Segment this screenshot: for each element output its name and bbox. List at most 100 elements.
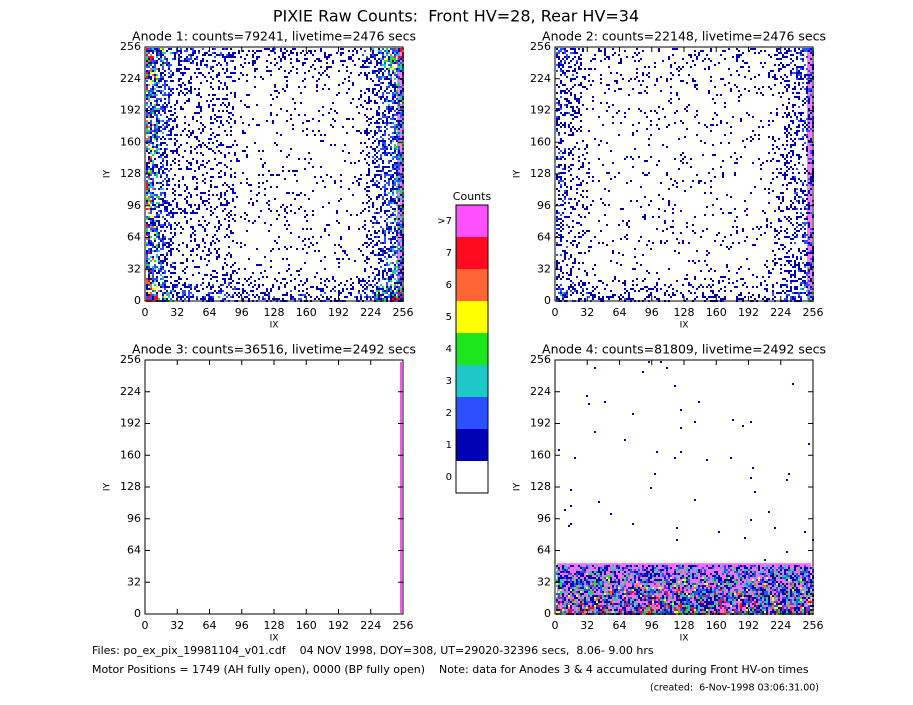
x-tick-label: 192 bbox=[738, 619, 759, 632]
y-tick-label: 64 bbox=[537, 231, 551, 244]
y-tick-label: 0 bbox=[544, 294, 551, 307]
x-tick-label: 64 bbox=[203, 306, 217, 319]
colorbar-label: 3 bbox=[446, 376, 452, 387]
colorbar-frame bbox=[455, 204, 489, 494]
y-tick-label: 32 bbox=[127, 575, 141, 588]
y-tick-label: 256 bbox=[120, 353, 141, 366]
x-tick-label: 64 bbox=[613, 306, 627, 319]
y-tick-label: 64 bbox=[537, 544, 551, 557]
panel-title: Anode 1: counts=79241, livetime=2476 sec… bbox=[132, 29, 416, 44]
x-tick-label: 160 bbox=[706, 619, 727, 632]
x-tick-label: 128 bbox=[264, 306, 285, 319]
y-tick-label: 192 bbox=[530, 104, 551, 117]
x-tick-label: 96 bbox=[645, 619, 659, 632]
y-tick-label: 224 bbox=[120, 385, 141, 398]
x-tick-label: 0 bbox=[552, 619, 559, 632]
texture bbox=[556, 48, 814, 302]
x-tick-label: 256 bbox=[393, 306, 414, 319]
colorbar-segment bbox=[456, 269, 488, 301]
y-tick-label: 96 bbox=[127, 512, 141, 525]
y-tick-label: 256 bbox=[530, 353, 551, 366]
texture bbox=[556, 567, 812, 615]
y-tick-label: 64 bbox=[127, 544, 141, 557]
texture bbox=[556, 565, 814, 615]
colorbar-label: 1 bbox=[446, 440, 452, 451]
x-tick-label: 224 bbox=[360, 619, 381, 632]
colorbar-label: 0 bbox=[446, 472, 452, 483]
y-tick-label: 160 bbox=[530, 135, 551, 148]
y-axis-label: IY bbox=[513, 482, 523, 491]
x-tick-label: 128 bbox=[674, 306, 695, 319]
y-tick-label: 96 bbox=[127, 199, 141, 212]
panel-title: Anode 3: counts=36516, livetime=2492 sec… bbox=[132, 342, 416, 357]
colorbar-label: 6 bbox=[446, 280, 452, 291]
colorbar-label: >7 bbox=[437, 216, 452, 227]
x-tick-label: 160 bbox=[706, 306, 727, 319]
y-tick-label: 0 bbox=[134, 294, 141, 307]
x-tick-label: 96 bbox=[235, 306, 249, 319]
x-tick-label: 64 bbox=[203, 619, 217, 632]
y-tick-label: 160 bbox=[120, 135, 141, 148]
y-tick-label: 128 bbox=[120, 480, 141, 493]
x-tick-label: 32 bbox=[580, 306, 594, 319]
colorbar-segment bbox=[456, 397, 488, 429]
y-tick-label: 192 bbox=[530, 417, 551, 430]
y-tick-label: 256 bbox=[120, 40, 141, 53]
x-tick-label: 192 bbox=[328, 306, 349, 319]
colorbar-segment bbox=[456, 429, 488, 461]
x-axis-label: IX bbox=[680, 321, 689, 331]
colorbar-segment bbox=[456, 461, 488, 493]
y-tick-label: 64 bbox=[127, 231, 141, 244]
colorbar-label: 7 bbox=[446, 248, 452, 259]
x-tick-label: 32 bbox=[170, 306, 184, 319]
y-tick-label: 128 bbox=[530, 480, 551, 493]
y-tick-label: 160 bbox=[530, 448, 551, 461]
x-tick-label: 160 bbox=[296, 619, 317, 632]
y-tick-label: 32 bbox=[537, 262, 551, 275]
main-title: PIXIE Raw Counts: Front HV=28, Rear HV=3… bbox=[273, 7, 639, 26]
footer-motor: Motor Positions = 1749 (AH fully open), … bbox=[92, 663, 809, 676]
colorbar-label: 2 bbox=[446, 408, 452, 419]
texture bbox=[558, 581, 814, 615]
y-axis-label: IY bbox=[513, 169, 523, 178]
footer-files: Files: po_ex_pix_19981104_v01.cdf 04 NOV… bbox=[92, 644, 654, 657]
x-tick-label: 192 bbox=[738, 306, 759, 319]
footer-created: (created: 6-Nov-1998 03:06:31.00) bbox=[650, 683, 819, 694]
colorbar-segment bbox=[456, 365, 488, 397]
panel-title: Anode 2: counts=22148, livetime=2476 sec… bbox=[542, 29, 826, 44]
x-tick-label: 0 bbox=[142, 619, 149, 632]
x-tick-label: 224 bbox=[770, 306, 791, 319]
colorbar-segment bbox=[456, 205, 488, 237]
colorbar-title: Counts bbox=[453, 190, 492, 203]
colorbar-segment bbox=[456, 301, 488, 333]
x-tick-label: 224 bbox=[360, 306, 381, 319]
x-tick-label: 128 bbox=[674, 619, 695, 632]
colorbar-label: 5 bbox=[446, 312, 452, 323]
y-tick-label: 128 bbox=[120, 167, 141, 180]
y-tick-label: 192 bbox=[120, 104, 141, 117]
x-tick-label: 64 bbox=[613, 619, 627, 632]
y-tick-label: 224 bbox=[530, 385, 551, 398]
y-tick-label: 192 bbox=[120, 417, 141, 430]
x-tick-label: 192 bbox=[328, 619, 349, 632]
x-tick-label: 224 bbox=[770, 619, 791, 632]
y-tick-label: 96 bbox=[537, 512, 551, 525]
x-tick-label: 256 bbox=[803, 619, 824, 632]
x-tick-label: 32 bbox=[170, 619, 184, 632]
x-tick-label: 160 bbox=[296, 306, 317, 319]
y-tick-label: 224 bbox=[530, 72, 551, 85]
x-tick-label: 32 bbox=[580, 619, 594, 632]
y-tick-label: 96 bbox=[537, 199, 551, 212]
x-tick-label: 0 bbox=[142, 306, 149, 319]
x-tick-label: 128 bbox=[264, 619, 285, 632]
y-tick-label: 0 bbox=[134, 607, 141, 620]
colorbar-segment bbox=[456, 237, 488, 269]
x-axis-label: IX bbox=[680, 634, 689, 644]
y-tick-label: 0 bbox=[544, 607, 551, 620]
texture bbox=[556, 587, 814, 615]
colorbar-label: 4 bbox=[446, 344, 452, 355]
y-axis-label: IY bbox=[103, 169, 113, 178]
panel-title: Anode 4: counts=81809, livetime=2492 sec… bbox=[542, 342, 826, 357]
x-axis-label: IX bbox=[270, 634, 279, 644]
